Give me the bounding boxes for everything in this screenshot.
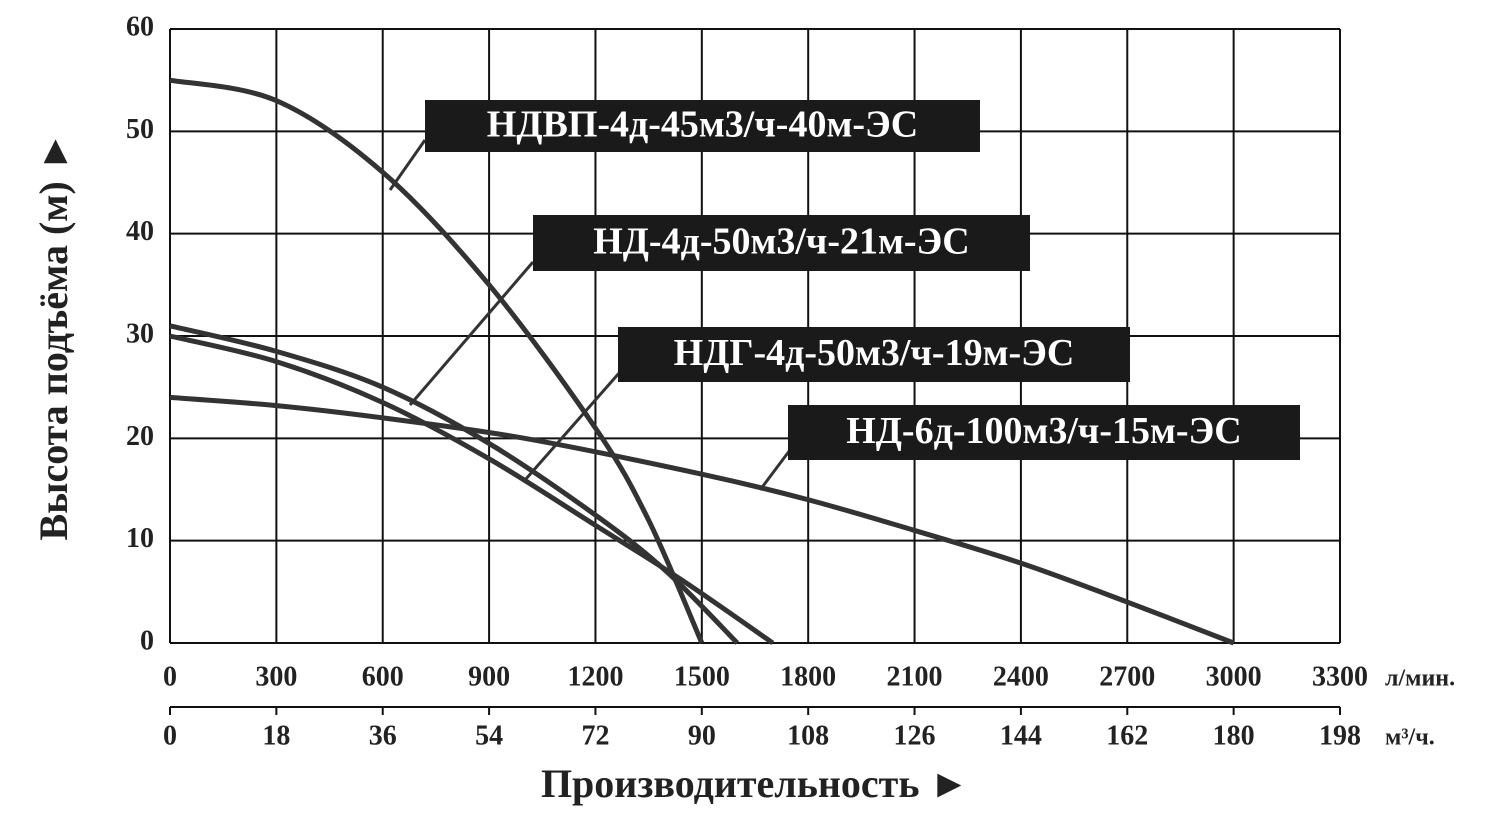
- label-box: [533, 215, 1030, 271]
- leader-line: [758, 449, 792, 491]
- x-tick-label: 600: [362, 661, 404, 692]
- leader-line: [408, 261, 535, 406]
- series-label: НД-4д-50м3/ч-21м-ЭС: [593, 221, 970, 263]
- x-tick-label: 1200: [567, 661, 623, 692]
- y-tick-label: 50: [126, 114, 154, 145]
- x-tick-label: 1800: [780, 661, 836, 692]
- x2-tick-label: 144: [1000, 720, 1042, 751]
- x2-tick-label: 36: [369, 720, 397, 751]
- x2-tick-label: 126: [894, 720, 936, 751]
- leader-line: [523, 371, 622, 481]
- x2-tick-label: 72: [581, 720, 609, 751]
- line-series: [169, 77, 705, 644]
- x-unit: л/мин.: [1385, 666, 1455, 692]
- x-tick-label: 2400: [993, 661, 1049, 692]
- series-label: НДВП-4д-45м3/ч-40м-ЭС: [487, 104, 918, 146]
- label-box: [618, 327, 1130, 382]
- x-tick-label: 2100: [887, 661, 943, 692]
- x2-tick-label: 18: [262, 720, 290, 751]
- series-label: НДГ-4д-50м3/ч-19м-ЭС: [674, 332, 1075, 374]
- y-tick-label: 20: [126, 421, 154, 452]
- x-tick-label: 3300: [1312, 661, 1368, 692]
- x-tick-label: 300: [255, 661, 297, 692]
- x-tick-label: 0: [163, 661, 177, 692]
- x-tick-label: 3000: [1206, 661, 1262, 692]
- x-axis-title: Производительность ►: [541, 761, 969, 806]
- y-tick-label: 40: [126, 216, 154, 247]
- x2-tick-label: 90: [688, 720, 716, 751]
- y-axis-title: Высота подъёма (м) ►: [31, 132, 76, 541]
- x2-unit: м³/ч.: [1385, 725, 1435, 751]
- x-tick-label: 2700: [1099, 661, 1155, 692]
- x2-tick-label: 54: [475, 720, 503, 751]
- label-box: [788, 405, 1300, 460]
- x2-tick-label: 180: [1213, 720, 1255, 751]
- x2-tick-label: 198: [1319, 720, 1361, 751]
- x-tick-label: 900: [468, 661, 510, 692]
- line-series: [169, 394, 1235, 646]
- x2-tick-label: 0: [163, 720, 177, 751]
- leader-line: [388, 139, 427, 191]
- y-tick-label: 0: [140, 625, 154, 656]
- label-box: [425, 100, 980, 152]
- x2-tick-label: 108: [787, 720, 829, 751]
- x-tick-label: 1500: [674, 661, 730, 692]
- x2-tick-label: 162: [1106, 720, 1148, 751]
- y-tick-label: 30: [126, 318, 154, 349]
- y-tick-label: 60: [126, 11, 154, 42]
- line-series: [169, 333, 775, 646]
- y-tick-label: 10: [126, 523, 154, 554]
- series-label: НД-6д-100м3/ч-15м-ЭС: [846, 410, 1242, 452]
